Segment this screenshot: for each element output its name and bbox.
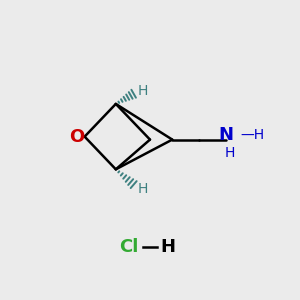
Text: O: O: [69, 128, 84, 146]
Text: —H: —H: [241, 128, 265, 142]
Text: N: N: [218, 126, 233, 144]
Text: Cl: Cl: [119, 238, 139, 256]
Text: H: H: [138, 182, 148, 196]
Text: H: H: [160, 238, 175, 256]
Text: H: H: [224, 146, 235, 160]
Text: H: H: [138, 84, 148, 98]
